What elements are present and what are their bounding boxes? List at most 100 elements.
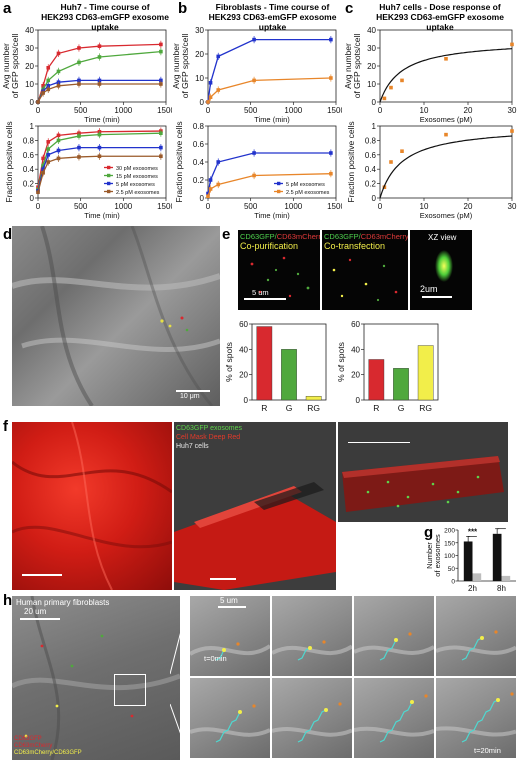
y-tick-label: 0.8 xyxy=(193,122,205,131)
bar xyxy=(281,349,297,401)
y-tick-label: 30 xyxy=(25,44,34,53)
y-tick-label: 40 xyxy=(367,26,376,35)
data-point xyxy=(208,178,213,182)
data-point xyxy=(400,149,404,153)
data-point xyxy=(77,145,81,150)
data-point xyxy=(46,66,51,70)
data-point xyxy=(56,80,61,84)
data-point xyxy=(36,100,40,104)
particle-track xyxy=(379,639,397,661)
y-axis-label-line: of GFP spots/cell xyxy=(180,34,190,99)
data-point xyxy=(208,81,213,85)
y-tick-label: 10 xyxy=(25,80,34,89)
cell-edge xyxy=(436,645,516,655)
x-tick-label: 1000 xyxy=(114,106,132,115)
y-tick-label: 10 xyxy=(367,80,376,89)
y-axis-label-line: Fraction positive cells xyxy=(174,121,184,202)
data-point xyxy=(159,78,163,83)
particle-track xyxy=(215,649,225,661)
panel-e-copurification-image: CD63GFP/CD63mCherry Co-purification 5 um xyxy=(238,230,320,310)
y-axis-label-line: Fraction positive cells xyxy=(4,121,14,202)
data-point xyxy=(56,69,61,74)
x-tick-label: 8h xyxy=(497,584,506,593)
bar xyxy=(472,573,482,581)
particle-track xyxy=(297,647,311,661)
panel-e-scale-bar-1 xyxy=(244,298,286,300)
panel-c-title-line1: Huh7 cells - Dose response of xyxy=(379,2,501,12)
x-axis-label: Time (min) xyxy=(254,211,290,220)
panel-h-frame-track xyxy=(436,692,516,743)
data-point xyxy=(46,87,51,92)
panel-e-cotrans-title: Co-transfection xyxy=(324,241,386,251)
bar xyxy=(256,326,273,401)
data-point xyxy=(216,54,221,59)
y-tick-label: 0.2 xyxy=(23,180,35,189)
y-tick-label: 10 xyxy=(195,74,204,83)
panel-h-frame-track xyxy=(436,630,516,661)
plot-frame xyxy=(379,125,513,199)
data-point xyxy=(46,147,51,151)
panel-label-h: h xyxy=(3,592,13,609)
y-tick-label: 30 xyxy=(195,26,204,35)
panel-c-title: Huh7 cells - Dose response of HEK293 CD6… xyxy=(362,2,518,32)
x-axis-label: Time (min) xyxy=(84,115,120,124)
panel-e-cotrans-channels: CD63GFP/CD63mCherry xyxy=(324,232,408,241)
x-tick-label: 500 xyxy=(244,202,258,211)
y-axis-label: Fraction positive cells xyxy=(346,121,356,202)
panel-h-frame-track xyxy=(272,640,352,661)
bar xyxy=(393,368,409,401)
particle xyxy=(408,632,412,636)
panel-h-zoom-box xyxy=(114,674,146,706)
plot-frame xyxy=(37,125,167,199)
x-tick-label: 1000 xyxy=(284,202,302,211)
data-point xyxy=(41,91,45,95)
data-point xyxy=(77,78,81,83)
significance-label: *** xyxy=(468,527,478,536)
y-tick-label: 60 xyxy=(351,320,360,329)
data-point xyxy=(41,156,45,161)
data-point xyxy=(382,96,387,101)
y-tick-label: 0 xyxy=(372,98,377,107)
cell-edge xyxy=(190,727,270,737)
y-tick-label: 20 xyxy=(367,62,376,71)
y-tick-label: 0 xyxy=(244,396,249,405)
particle-track xyxy=(379,701,413,743)
panel-b-title-line1: Fibroblasts - Time course of xyxy=(215,2,330,12)
panel-f-3d-shape xyxy=(174,482,336,590)
y-tick-label: 0 xyxy=(200,194,205,203)
panel-h-legend-1: CD63GFP xyxy=(14,736,42,742)
panel-e-cotrans-ch1: CD63GFP/ xyxy=(324,232,361,241)
panel-e-scale-text-2: 2um xyxy=(420,284,438,294)
x-tick-label: 500 xyxy=(74,106,88,115)
panel-h-frame: 5 um t=0min xyxy=(190,596,270,676)
x-tick-label: 20 xyxy=(464,106,473,115)
particle xyxy=(480,636,484,640)
y-tick-label: 100 xyxy=(444,553,455,560)
data-point xyxy=(46,78,51,83)
data-point xyxy=(216,182,221,187)
cell-edge xyxy=(190,644,270,656)
panel-d-texture xyxy=(12,226,220,406)
data-point xyxy=(159,145,163,150)
panel-h-legend: CD63GFP CD63mCherry CD63mCherry/CD63GFP xyxy=(14,736,82,757)
panel-h-overview: Human primary fibroblasts 20 um CD63GFP … xyxy=(12,596,180,760)
y-tick-label: 20 xyxy=(195,50,204,59)
cell-edge xyxy=(272,727,352,737)
panel-h-frame xyxy=(354,678,434,758)
y-tick-label: 0.6 xyxy=(365,151,377,160)
data-point xyxy=(206,191,210,196)
panel-e-copur-ch2: CD63mCherry xyxy=(276,232,320,241)
data-point xyxy=(159,49,163,54)
x-tick-label: 0 xyxy=(378,202,383,211)
panel-e-scale-bar-2 xyxy=(422,296,452,298)
particle xyxy=(338,702,342,706)
panel-h-legend-2: CD63mCherry xyxy=(14,743,53,749)
legend-label: 2.5 pM exosomes xyxy=(286,190,330,196)
panel-h-frame-track xyxy=(354,632,434,661)
particle xyxy=(394,638,398,642)
y-axis-label: Avg numberof GFP spots/cell xyxy=(171,34,190,99)
particle xyxy=(322,640,326,644)
